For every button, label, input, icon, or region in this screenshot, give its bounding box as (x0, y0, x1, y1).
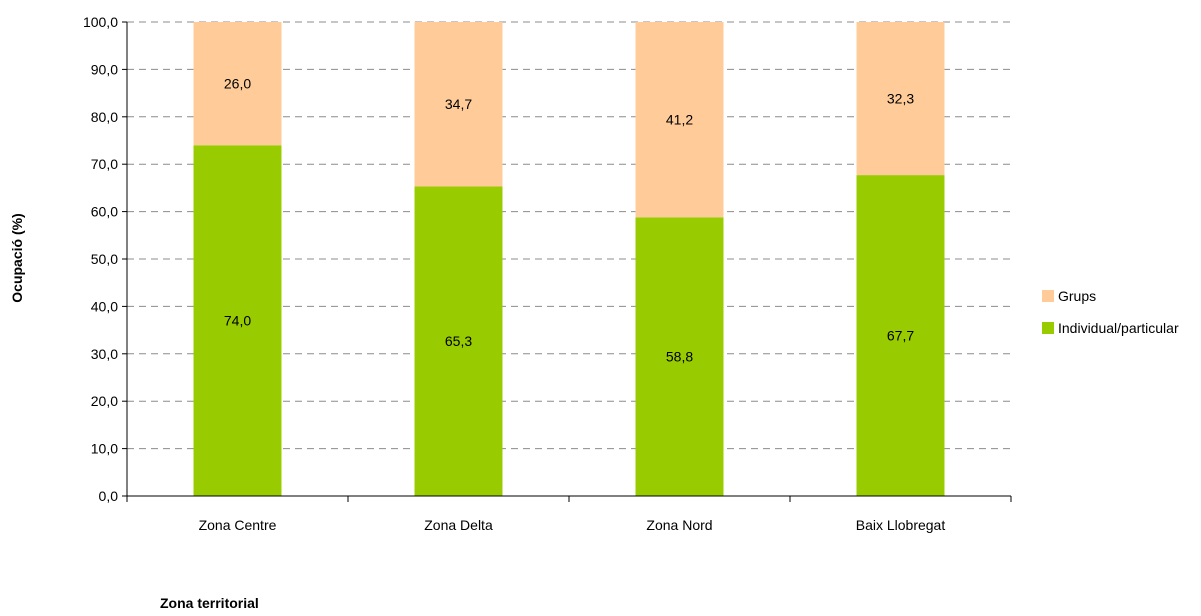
data-label: 67,7 (887, 328, 914, 344)
y-tick-label: 0,0 (99, 488, 119, 504)
y-tick-label: 100,0 (83, 14, 118, 30)
x-tick-label: Zona Delta (424, 517, 493, 533)
axes (122, 21, 1012, 502)
y-tick-label: 70,0 (91, 156, 118, 172)
data-label: 34,7 (445, 96, 472, 112)
bar-grups (414, 22, 503, 187)
x-tick-label: Zona Nord (646, 517, 712, 533)
bar-individual-particular (414, 186, 503, 496)
data-label: 65,3 (445, 333, 472, 349)
legend: Grups Individual/particular (1042, 288, 1179, 336)
y-axis-title: Ocupació (%) (9, 213, 25, 302)
y-tick-label: 50,0 (91, 251, 118, 267)
y-tick-label: 40,0 (91, 298, 118, 314)
data-label: 32,3 (887, 91, 914, 107)
legend-label: Grups (1058, 288, 1096, 304)
legend-swatch (1042, 322, 1054, 334)
legend-swatch (1042, 290, 1054, 302)
x-tick-labels: Zona Centre Zona Delta Zona Nord Baix Llobr… (199, 517, 946, 533)
x-axis-title: Zona territorial (160, 595, 259, 611)
bar-grups (193, 22, 282, 146)
data-label: 41,2 (666, 112, 693, 128)
y-tick-label: 10,0 (91, 441, 118, 457)
bar-individual-particular (635, 217, 724, 496)
bar-grups (635, 22, 724, 218)
y-tick-labels: 0,0 10,0 20,0 30,0 40,0 50,0 60,0 70,0 80,0 90,0 1… (83, 14, 118, 504)
y-tick-label: 20,0 (91, 393, 118, 409)
y-tick-label: 90,0 (91, 61, 118, 77)
data-labels: 74,0 26,0 65,3 34,7 58,8 41,2 67,7 32,3 (224, 76, 914, 365)
bars (193, 22, 945, 497)
bar-individual-particular (193, 145, 282, 497)
data-label: 58,8 (666, 349, 693, 365)
legend-label: Individual/particular (1058, 320, 1179, 336)
bar-individual-particular (856, 175, 945, 497)
x-tick-label: Baix Llobregat (856, 517, 946, 533)
y-tick-label: 60,0 (91, 204, 118, 220)
data-label: 74,0 (224, 313, 251, 329)
x-tick-label: Zona Centre (199, 517, 277, 533)
y-tick-label: 80,0 (91, 109, 118, 125)
data-label: 26,0 (224, 76, 251, 92)
bar-grups (856, 22, 945, 176)
y-tick-label: 30,0 (91, 346, 118, 362)
